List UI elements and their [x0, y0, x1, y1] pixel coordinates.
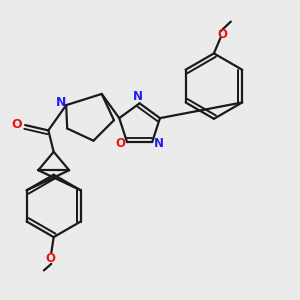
Text: O: O [217, 28, 227, 41]
Text: N: N [56, 96, 66, 109]
Text: N: N [133, 90, 143, 103]
Text: O: O [116, 137, 125, 150]
Text: N: N [154, 137, 164, 150]
Text: O: O [46, 252, 56, 265]
Text: O: O [11, 118, 22, 131]
